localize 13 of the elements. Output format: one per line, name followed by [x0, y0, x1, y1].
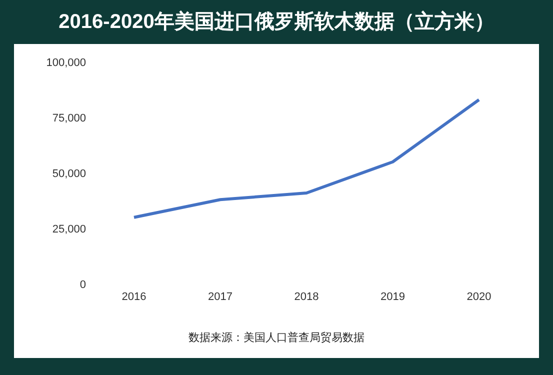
y-tick-label: 25,000: [52, 223, 86, 236]
x-tick-label: 2019: [380, 290, 405, 303]
chart-title: 2016-2020年美国进口俄罗斯软木数据（立方米）: [58, 10, 496, 35]
y-tick-label: 50,000: [52, 168, 86, 180]
y-tick-label: 75,000: [52, 112, 86, 124]
line-series: [132, 98, 480, 219]
y-tick-label: 100,000: [46, 56, 86, 69]
x-tick-label: 2018: [294, 290, 319, 303]
y-tick-label: 0: [80, 278, 86, 291]
x-tick-label: 2017: [208, 290, 232, 303]
source-note: 数据来源：美国人口普查局贸易数据: [188, 330, 366, 345]
x-tick-label: 2020: [466, 290, 492, 303]
x-tick-label: 2016: [122, 290, 146, 303]
